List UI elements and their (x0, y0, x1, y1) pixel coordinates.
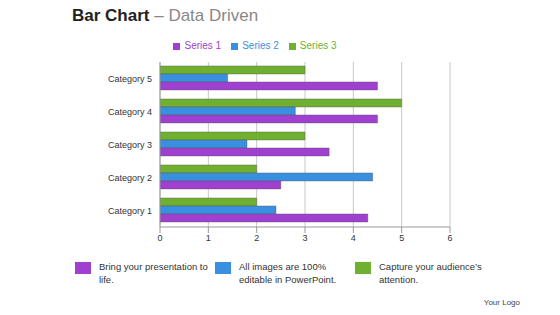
html-text:Series 3: Series 3 (299, 40, 337, 51)
svg-text:3: 3 (302, 233, 307, 243)
svg-text:6: 6 (447, 233, 452, 243)
html-text:Series 1: Series 1 (184, 40, 222, 51)
svg-text:Category 4: Category 4 (108, 107, 152, 117)
svg-text:2: 2 (254, 233, 259, 243)
html-text:Capture your audience’s attent: Capture your audience’s attention. (379, 261, 482, 285)
svg-text:Category 1: Category 1 (108, 206, 152, 216)
svg-text:Category 5: Category 5 (108, 74, 152, 84)
svg-text:5: 5 (399, 233, 404, 243)
svg-text:0: 0 (157, 233, 162, 243)
html-text:Your Logo: Your Logo (483, 298, 520, 307)
svg-text:1: 1 (206, 233, 211, 243)
svg-text:Category 2: Category 2 (108, 173, 152, 183)
html-text:Bar Chart – Data Driven: Bar Chart – Data Driven (72, 6, 259, 25)
html-text:All images are 100% editable i: All images are 100% editable in PowerPoi… (239, 261, 337, 285)
svg-text:Category 3: Category 3 (108, 140, 152, 150)
html-text:Series 2: Series 2 (242, 40, 279, 51)
svg-text:4: 4 (351, 233, 356, 243)
html-text:Bring your presentation to lif: Bring your presentation to life. (99, 261, 208, 285)
